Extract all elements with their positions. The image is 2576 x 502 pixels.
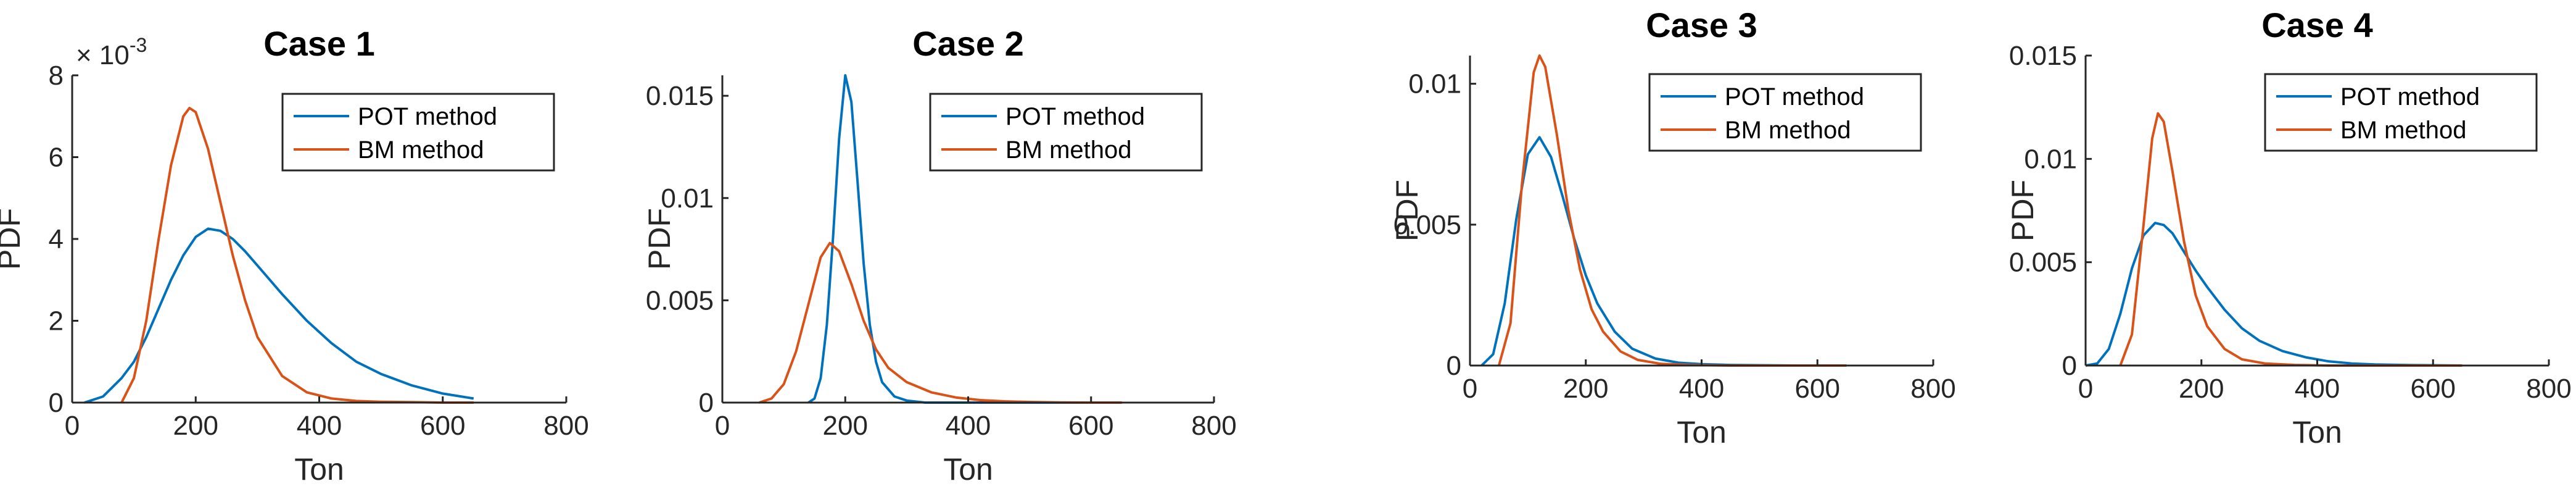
- legend-label-pot: POT method: [1725, 83, 1864, 111]
- y-axis-label: PDF: [2005, 180, 2040, 241]
- chart-panel-3: 0 200 400 600 800 0 0.005 0.01 Case 3 Ton PDF POT m…: [1390, 6, 1956, 450]
- y-tick-label: 0.005: [1393, 210, 1461, 240]
- y-tick-label: 0.01: [661, 183, 714, 214]
- y-tick-label: 0.015: [2009, 41, 2077, 71]
- chart-title: Case 3: [1646, 6, 1757, 44]
- y-tick-label: 0: [49, 388, 64, 418]
- x-tick-label: 600: [1795, 374, 1840, 404]
- legend-box: [1648, 73, 1922, 152]
- series-line-bm: [759, 241, 1122, 404]
- x-tick-label: 400: [1679, 374, 1724, 404]
- legend-box: [281, 93, 555, 172]
- legend-box: [2264, 73, 2538, 152]
- x-tick-label: 0: [715, 411, 730, 441]
- x-tick-label: 800: [1910, 374, 1955, 404]
- y-tick-label: 0: [2062, 351, 2077, 381]
- chart-panel-1: 0 200 400 600 800 0 2 4 6 8 × 10-3 Case 1 Ton PDF POT …: [0, 24, 589, 487]
- x-tick-label: 800: [1191, 411, 1236, 441]
- legend-label-bm: BM method: [2340, 117, 2467, 144]
- legend-label-bm: BM method: [1725, 117, 1851, 144]
- x-tick-label: 600: [2411, 374, 2456, 404]
- chart-title: Case 1: [263, 24, 375, 63]
- x-axis-label: Ton: [2292, 415, 2342, 450]
- series-line-bm: [120, 107, 474, 404]
- legend: POT method BM method: [281, 93, 555, 172]
- x-axis-label: Ton: [943, 452, 993, 487]
- y-tick-label: 4: [49, 224, 64, 254]
- legend: POT method BM method: [2264, 73, 2538, 152]
- legend-label-pot: POT method: [1005, 103, 1145, 130]
- x-tick-label: 0: [2078, 374, 2093, 404]
- series-line-pot: [2085, 222, 2462, 367]
- chart-title: Case 4: [2261, 6, 2373, 44]
- legend-label-bm: BM method: [358, 136, 484, 164]
- x-axis-label: Ton: [294, 452, 344, 487]
- x-tick-label: 200: [2179, 374, 2224, 404]
- y-tick-label: 0.005: [2009, 248, 2077, 278]
- legend-label-bm: BM method: [1005, 136, 1132, 164]
- chart-panel-4: 0 200 400 600 800 0 0.005 0.01 0.015 Case 4 Ton PDF…: [2005, 6, 2572, 450]
- y-exponent-label: × 10-3: [76, 34, 147, 70]
- x-tick-label: 800: [2526, 374, 2571, 404]
- y-tick-label: 0.01: [1408, 69, 1461, 99]
- y-tick-label: 8: [49, 61, 64, 91]
- legend-label-pot: POT method: [2340, 83, 2480, 111]
- legend-box: [929, 93, 1203, 172]
- chart-panel-2: 0 200 400 600 800 0 0.005 0.01 0.015 Case 2 Ton PDF…: [642, 24, 1237, 487]
- y-exponent-power: -3: [130, 34, 147, 56]
- x-tick-label: 400: [297, 411, 342, 441]
- x-tick-label: 400: [2295, 374, 2340, 404]
- y-tick-label: 0.015: [646, 81, 714, 111]
- y-axis-label: PDF: [1390, 180, 1424, 241]
- x-tick-label: 0: [65, 411, 80, 441]
- chart-title: Case 2: [912, 24, 1024, 63]
- series-line-pot: [84, 227, 474, 404]
- y-tick-label: 0: [1447, 351, 1461, 381]
- y-tick-label: 0.01: [2024, 144, 2077, 174]
- x-tick-label: 600: [420, 411, 465, 441]
- x-axis-label: Ton: [1677, 415, 1727, 450]
- x-tick-label: 0: [1463, 374, 1477, 404]
- y-tick-label: 0: [699, 388, 714, 418]
- legend: POT method BM method: [929, 93, 1203, 172]
- y-tick-label: 0.005: [646, 285, 714, 316]
- y-tick-label: 6: [49, 143, 64, 173]
- legend-label-pot: POT method: [358, 103, 497, 130]
- x-tick-label: 400: [946, 411, 991, 441]
- y-tick-label: 2: [49, 306, 64, 337]
- x-tick-label: 200: [823, 411, 868, 441]
- x-tick-label: 200: [1563, 374, 1608, 404]
- x-tick-label: 200: [173, 411, 218, 441]
- y-axis-label: PDF: [642, 208, 677, 270]
- series-line-pot: [1480, 136, 1847, 367]
- legend: POT method BM method: [1648, 73, 1922, 152]
- x-tick-label: 800: [543, 411, 588, 441]
- y-axis-label: PDF: [0, 208, 27, 270]
- x-tick-label: 600: [1068, 411, 1113, 441]
